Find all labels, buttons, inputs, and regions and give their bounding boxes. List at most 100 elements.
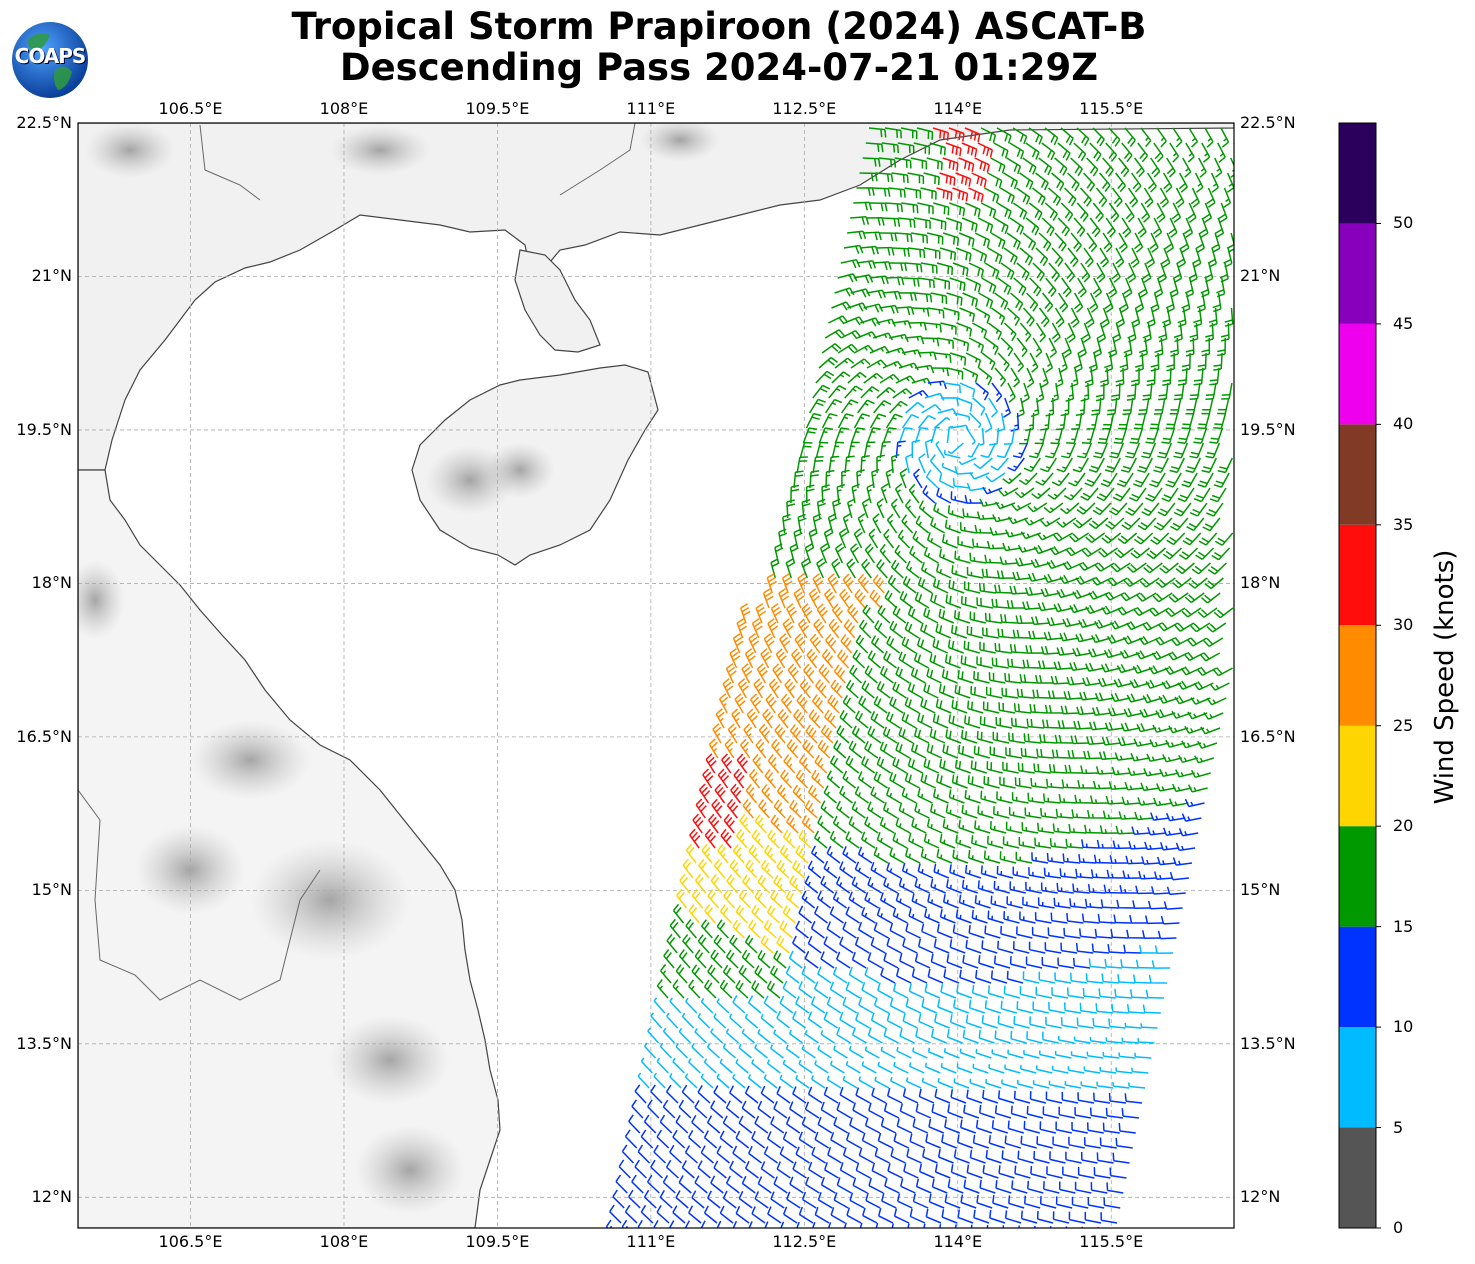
wind-barb-shaft <box>1113 914 1132 924</box>
wind-barb-shaft <box>968 999 986 1014</box>
wind-barb <box>754 965 768 984</box>
wind-barb-shaft <box>946 367 964 380</box>
wind-barb-shaft <box>962 1029 979 1044</box>
wind-barb-shaft <box>971 984 989 999</box>
colorbar-tick-label: 50 <box>1393 213 1414 233</box>
wind-barb-shaft <box>1166 812 1186 822</box>
wind-barb-shaft <box>969 552 987 564</box>
wind-barb-shaft <box>1165 607 1186 618</box>
wind-barb <box>948 714 965 729</box>
wind-barb <box>1143 562 1163 574</box>
wind-barb-shaft <box>971 835 988 849</box>
wind-barb-shaft <box>1060 502 1080 515</box>
wind-barb-shaft <box>967 775 984 789</box>
wind-barb-shaft <box>938 473 955 489</box>
wind-barb-shaft <box>1005 747 1022 759</box>
wind-barb-shaft <box>1220 127 1230 148</box>
wind-barb-shaft <box>735 980 749 999</box>
wind-barb <box>1162 547 1183 560</box>
wind-barb <box>866 483 875 504</box>
wind-barb-shaft <box>947 1104 964 1119</box>
wind-barb-shaft <box>770 1116 785 1134</box>
wind-barb-shaft <box>883 528 895 549</box>
wind-barb-shaft <box>678 1099 692 1119</box>
wind-barb-shaft <box>1071 1121 1088 1134</box>
wind-barb-shaft <box>872 187 891 197</box>
wind-barb <box>1009 643 1028 654</box>
wind-barb-shaft <box>710 949 723 969</box>
wind-barb-shaft <box>1001 1150 1018 1164</box>
wind-barb-shaft <box>1095 187 1108 208</box>
wind-barb-shaft <box>873 400 892 414</box>
wind-barb <box>1209 487 1227 503</box>
wind-barb-shaft <box>801 1116 817 1134</box>
wind-barb-shaft <box>713 1160 727 1179</box>
wind-barb <box>807 1086 823 1104</box>
wind-barb-shaft <box>1083 1137 1101 1149</box>
wind-barb-shaft <box>932 127 950 141</box>
wind-barb <box>958 894 975 909</box>
wind-barb-shaft <box>876 680 891 699</box>
wind-barb-shaft <box>930 292 948 305</box>
wind-barb <box>837 343 858 354</box>
wind-barb <box>911 893 927 909</box>
wind-barb <box>1203 712 1224 720</box>
wind-barb-shaft <box>1050 427 1064 445</box>
wind-barb-shaft <box>895 666 910 684</box>
wind-barb-shaft <box>1003 172 1019 190</box>
wind-barb-shaft <box>700 1145 714 1164</box>
wind-barb <box>1073 142 1087 162</box>
wind-barb-shaft <box>1182 157 1192 178</box>
wind-barb-shaft <box>688 904 701 924</box>
wind-barb-shaft <box>943 382 962 394</box>
wind-barb <box>1135 885 1154 895</box>
wind-barb <box>1154 636 1176 646</box>
wind-barb-shaft <box>842 573 854 594</box>
wind-barb-shaft <box>756 663 768 684</box>
wind-barb-shaft <box>1039 1121 1056 1134</box>
wind-barb-shaft <box>1033 763 1051 774</box>
wind-barb-shaft <box>1112 487 1131 502</box>
wind-barb <box>1084 824 1103 834</box>
wind-barb <box>842 1075 858 1089</box>
wind-barb <box>767 829 780 849</box>
wind-barb <box>867 650 882 669</box>
wind-barb-shaft <box>934 1013 950 1029</box>
colorbar-tick-label: 45 <box>1393 313 1414 333</box>
wind-barb-shaft <box>1101 736 1122 746</box>
wind-barb <box>1187 784 1208 793</box>
wind-barb <box>1126 1003 1145 1014</box>
wind-barb <box>962 1029 979 1044</box>
wind-barb <box>1114 752 1134 761</box>
wind-barb <box>1139 708 1160 718</box>
wind-barb <box>1092 502 1112 516</box>
wind-barb <box>691 1043 704 1059</box>
wind-barb-shaft <box>700 1073 714 1089</box>
wind-barb <box>1183 217 1194 238</box>
wind-barb-shaft <box>1118 232 1128 253</box>
wind-barb <box>717 844 729 864</box>
wind-barb <box>926 668 942 684</box>
wind-barb <box>983 850 1001 864</box>
wind-barb-shaft <box>917 863 934 879</box>
wind-barb-shaft <box>1015 557 1035 567</box>
wind-barb <box>807 784 822 804</box>
wind-barb-shaft <box>876 559 888 579</box>
wind-barb-shaft <box>1002 761 1019 774</box>
wind-barb-shaft <box>1056 882 1074 894</box>
wind-barb <box>666 933 678 954</box>
wind-barb <box>824 398 843 414</box>
wind-barb-shaft <box>1125 502 1144 516</box>
wind-barb-shaft <box>786 814 799 834</box>
wind-barb-shaft <box>904 772 920 789</box>
wind-barb <box>979 641 996 654</box>
wind-barb-shaft <box>976 656 993 669</box>
wind-barb-shaft <box>1109 1167 1127 1179</box>
wind-barb-shaft <box>879 892 895 909</box>
wind-barb <box>1057 957 1075 969</box>
wind-barb <box>814 1206 830 1224</box>
wind-barb-shaft <box>1035 322 1047 343</box>
wind-barb-shaft <box>1069 898 1087 909</box>
wind-barb <box>984 925 1001 939</box>
wind-barb-shaft <box>962 292 979 308</box>
